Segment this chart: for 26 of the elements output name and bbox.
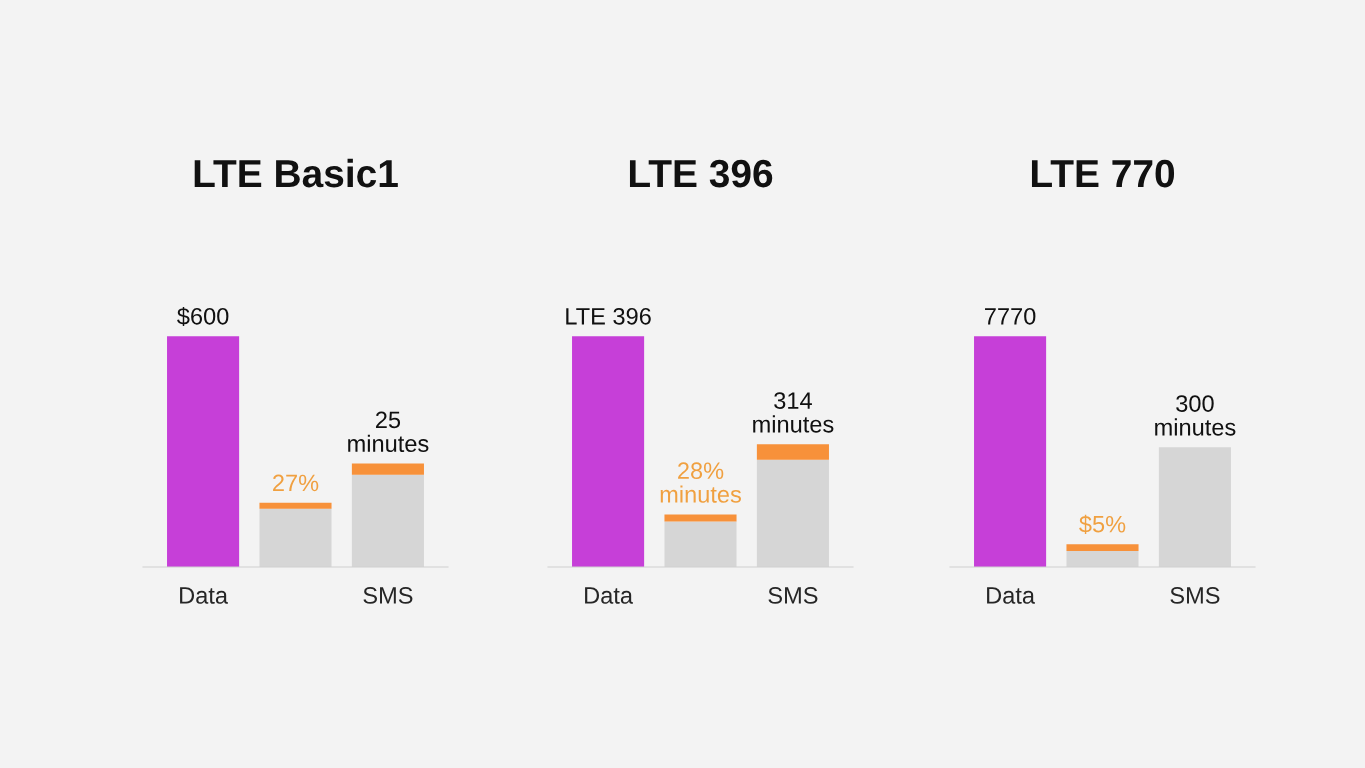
annotation: 314 minutes: [753, 392, 834, 433]
bar: [167, 336, 240, 567]
bar: [259, 502, 332, 509]
chart-title: LTE 770: [1031, 159, 1175, 188]
bar: [664, 514, 737, 522]
x-tick-label: Data: [180, 587, 229, 604]
bar: [351, 463, 424, 475]
text: 7770: [985, 307, 1036, 325]
bar: [974, 336, 1047, 567]
annotation: $5%: [1079, 514, 1126, 534]
text: LTE 396: [566, 307, 651, 325]
text: $600: [177, 306, 229, 327]
x-tick-label: Data: [585, 587, 634, 604]
bar: [572, 336, 645, 567]
bar: [756, 444, 829, 460]
annotation: 25 minutes: [348, 411, 429, 453]
annotation: 28% minutes: [660, 462, 741, 503]
annotation: 300 minutes: [1155, 395, 1236, 436]
annotation: 27%: [273, 474, 319, 492]
chart-title: LTE 396: [629, 159, 773, 188]
chart-title: LTE Basic1: [194, 158, 398, 188]
x-tick-label: SMS: [363, 587, 413, 604]
x-tick-label: SMS: [1170, 587, 1220, 604]
x-tick-label: SMS: [768, 587, 818, 604]
x-tick-label: Data: [987, 587, 1036, 604]
bar: [1066, 544, 1139, 552]
